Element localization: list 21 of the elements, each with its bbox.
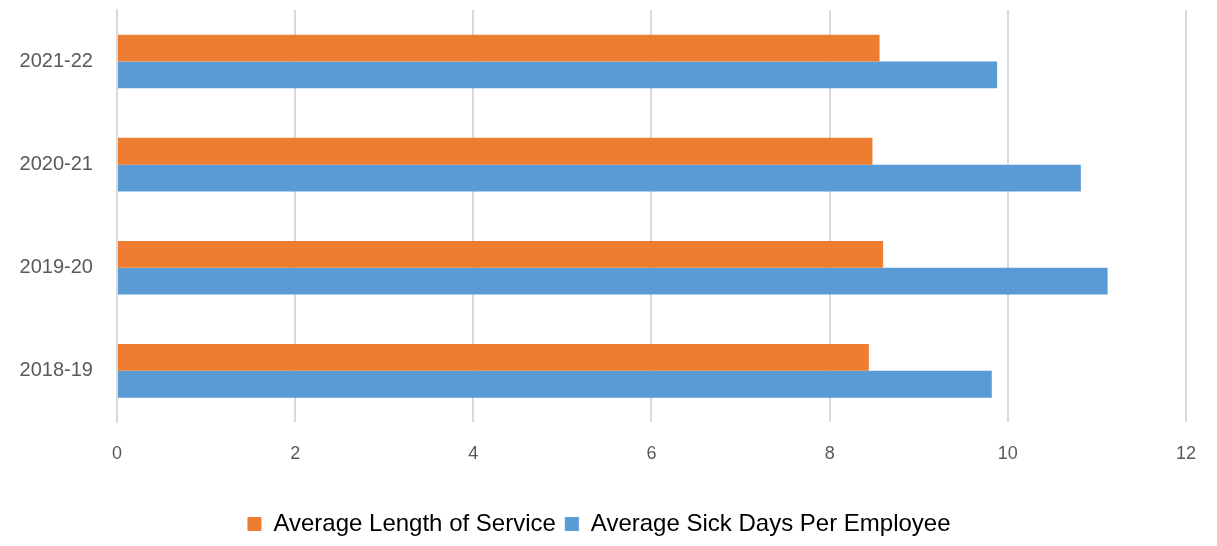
bar xyxy=(118,34,880,62)
bar xyxy=(118,164,1081,192)
y-tick-label: 2021-22 xyxy=(19,49,93,72)
y-tick-label: 2020-21 xyxy=(19,152,93,175)
x-tick-label: 0 xyxy=(111,443,123,464)
bar xyxy=(118,267,1108,295)
bar xyxy=(118,137,873,165)
bar xyxy=(118,240,884,268)
bar xyxy=(118,344,869,371)
x-tick-label: 2 xyxy=(290,443,301,464)
x-tick-label: 8 xyxy=(824,443,835,464)
x-tick-label: 10 xyxy=(997,443,1018,464)
y-tick-label: 2019-20 xyxy=(19,255,93,278)
y-tick-label: 2018-19 xyxy=(19,358,93,381)
bar xyxy=(118,61,998,89)
x-tick-label: 6 xyxy=(646,443,657,464)
x-tick-label: 4 xyxy=(468,443,479,464)
legend-label: Average Length of Service xyxy=(273,508,556,536)
bar xyxy=(118,370,992,398)
legend-label: Average Sick Days Per Employee xyxy=(590,508,951,536)
x-tick-label: 12 xyxy=(1175,443,1196,464)
